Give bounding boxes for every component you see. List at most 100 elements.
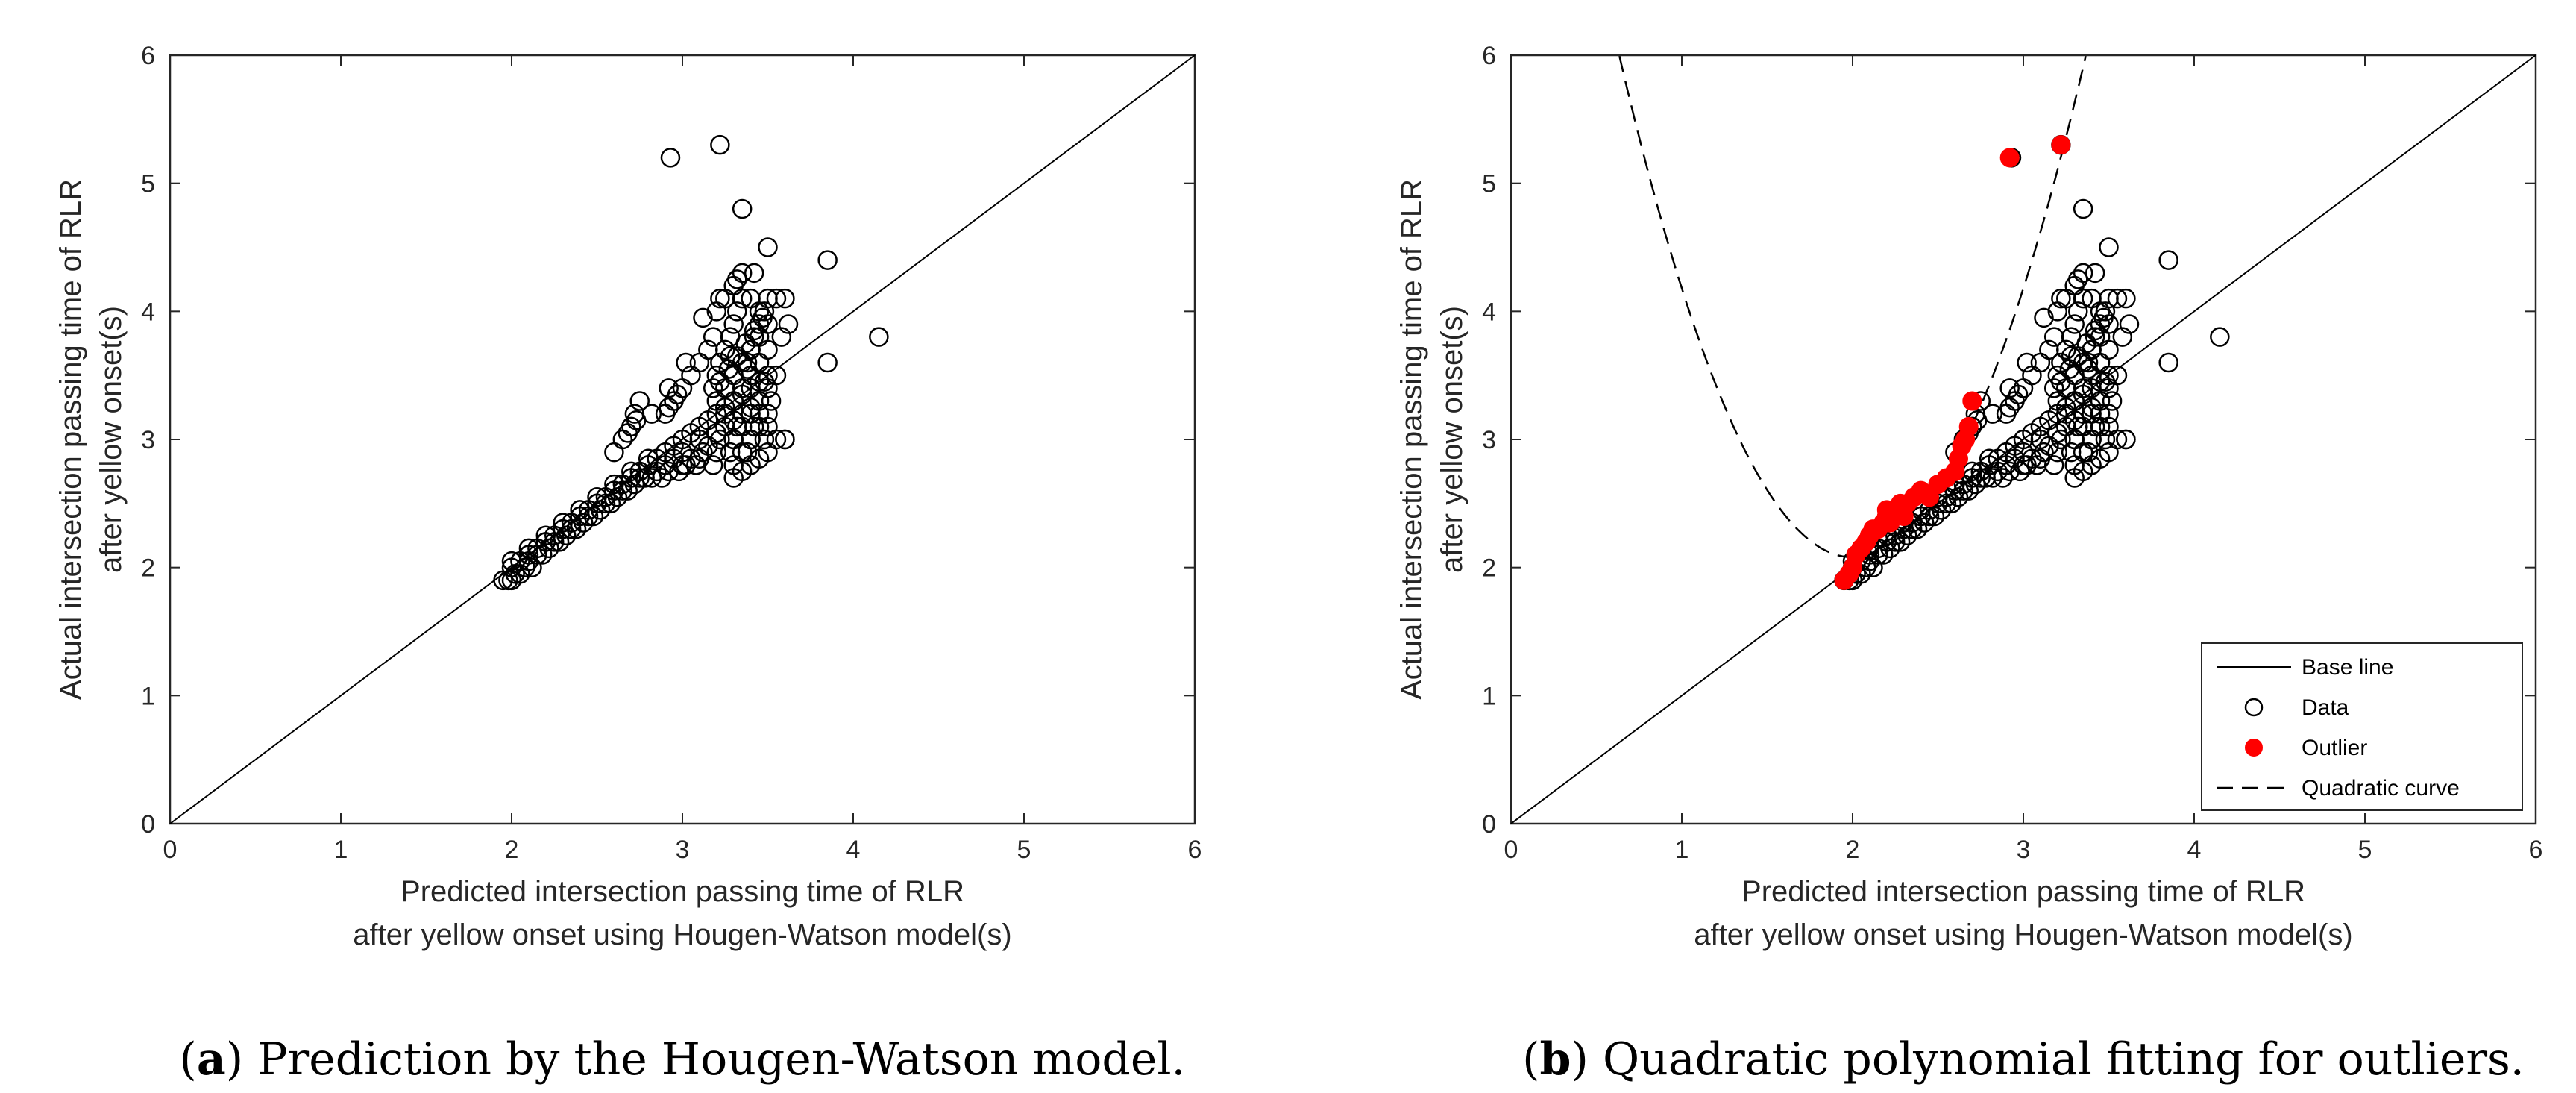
- data-point: [2051, 288, 2071, 309]
- outlier-point: [1962, 391, 1982, 411]
- y-axis-label-line1-a: Actual intersection passing time of RLR: [54, 179, 87, 700]
- data-point: [2107, 288, 2128, 309]
- outlier-point: [1876, 500, 1897, 520]
- legend-swatch-data: [2244, 698, 2264, 717]
- data-point: [676, 455, 696, 475]
- y-tick-label: 0: [141, 810, 155, 839]
- data-point: [727, 269, 747, 289]
- data-point: [761, 391, 782, 411]
- data-point: [817, 352, 838, 373]
- caption-label-a: a: [197, 1033, 226, 1086]
- data-point: [720, 346, 741, 366]
- data-point: [659, 378, 679, 398]
- x-tick-label: 1: [1675, 836, 1689, 864]
- data-point: [706, 442, 727, 463]
- data-point: [869, 327, 889, 347]
- legend-label-data: Data: [2302, 695, 2349, 720]
- data-point: [2078, 352, 2099, 373]
- outlier-point: [2051, 135, 2071, 155]
- y-axis-label-line2-b: after yellow onset(s): [1436, 306, 1468, 573]
- data-point: [1863, 557, 1883, 577]
- data-point: [1999, 378, 2020, 398]
- data-point: [766, 288, 787, 309]
- data-point: [618, 480, 638, 501]
- data-point: [2043, 378, 2064, 398]
- data-point: [758, 339, 778, 360]
- data-point: [641, 468, 662, 488]
- data-point: [2034, 442, 2054, 463]
- data-point: [727, 301, 747, 322]
- x-tick-label: 5: [2358, 836, 2372, 864]
- data-point: [1993, 468, 2013, 488]
- data-point: [2099, 237, 2119, 257]
- data-point: [754, 429, 775, 450]
- x-tick-label: 3: [2017, 836, 2031, 864]
- base-line-a: [169, 54, 1196, 824]
- data-point: [2099, 339, 2119, 360]
- data-point: [549, 532, 570, 552]
- base-line-b: [1510, 54, 2536, 824]
- y-tick-label: 1: [1482, 682, 1496, 710]
- data-point: [2116, 429, 2136, 450]
- x-tick-label: 1: [334, 836, 348, 864]
- y-tick-label: 3: [141, 426, 155, 454]
- data-point: [2112, 327, 2133, 347]
- ticks-b: 0 1 2 3 4 5 6 0 1 2 3 4 5 6: [1482, 42, 2542, 864]
- data-point: [758, 237, 778, 257]
- data-point: [2099, 404, 2119, 424]
- outlier-point: [1999, 148, 2020, 168]
- data-point: [778, 314, 799, 334]
- x-tick-label: 2: [1846, 836, 1860, 864]
- legend-label-quadratic-curve: Quadratic curve: [2302, 776, 2460, 801]
- caption-text-b: Quadratic polynomial fitting for outlier…: [1603, 1033, 2525, 1086]
- data-point: [2068, 301, 2088, 322]
- data-point: [2116, 288, 2136, 309]
- data-point: [2210, 327, 2230, 347]
- data-point: [676, 352, 696, 373]
- data-point: [737, 442, 758, 463]
- data-point: [1999, 461, 2020, 482]
- data-point: [2017, 455, 2037, 475]
- data-point: [1924, 506, 1945, 527]
- data-point: [775, 429, 795, 450]
- data-point: [758, 404, 778, 424]
- y-tick-label: 1: [141, 682, 155, 710]
- data-point: [732, 198, 753, 219]
- data-point: [2047, 442, 2068, 463]
- data-point: [604, 442, 624, 463]
- panel-a: 0 1 2 3 4 5 6 0 1 2 3 4 5 6 Predicted intersection pa…: [54, 42, 1201, 1086]
- x-axis-label-line2-b: after yellow onset using Hougen-Watson m…: [1694, 918, 2352, 951]
- data-point: [723, 314, 744, 334]
- y-tick-label: 0: [1482, 810, 1496, 839]
- data-point: [710, 288, 730, 309]
- data-point: [737, 359, 758, 379]
- data-point: [641, 404, 662, 424]
- legend: Base line Data Outlier Quadratic curve: [2201, 642, 2523, 811]
- data-point: [1873, 545, 1894, 565]
- data-point: [737, 352, 758, 373]
- data-point: [817, 250, 838, 270]
- x-tick-label: 3: [676, 836, 690, 864]
- data-point: [1982, 404, 2003, 424]
- data-point: [693, 442, 713, 463]
- data-point: [532, 545, 553, 565]
- y-axis-label-line1-b: Actual intersection passing time of RLR: [1395, 179, 1428, 700]
- data-point: [703, 327, 723, 347]
- y-tick-label: 6: [141, 42, 155, 70]
- legend-box: [2201, 642, 2523, 811]
- data-point: [2073, 198, 2093, 219]
- data-point: [2064, 314, 2085, 334]
- data-point: [583, 506, 604, 527]
- x-axis-label-line1-b: Predicted intersection passing time of R…: [1741, 875, 2305, 908]
- data-point: [693, 307, 713, 328]
- legend-label-outlier: Outlier: [2302, 736, 2367, 760]
- data-point: [2043, 455, 2064, 475]
- caption-b: (b) Quadratic polynomial fitting for out…: [1522, 1033, 2525, 1086]
- data-point: [2073, 461, 2093, 482]
- y-tick-label: 3: [1482, 426, 1496, 454]
- y-tick-label: 4: [1482, 298, 1496, 326]
- y-tick-label: 5: [1482, 170, 1496, 198]
- data-point: [629, 391, 650, 411]
- caption-text-a: Prediction by the Hougen-Watson model.: [257, 1033, 1185, 1086]
- data-point: [2061, 346, 2082, 366]
